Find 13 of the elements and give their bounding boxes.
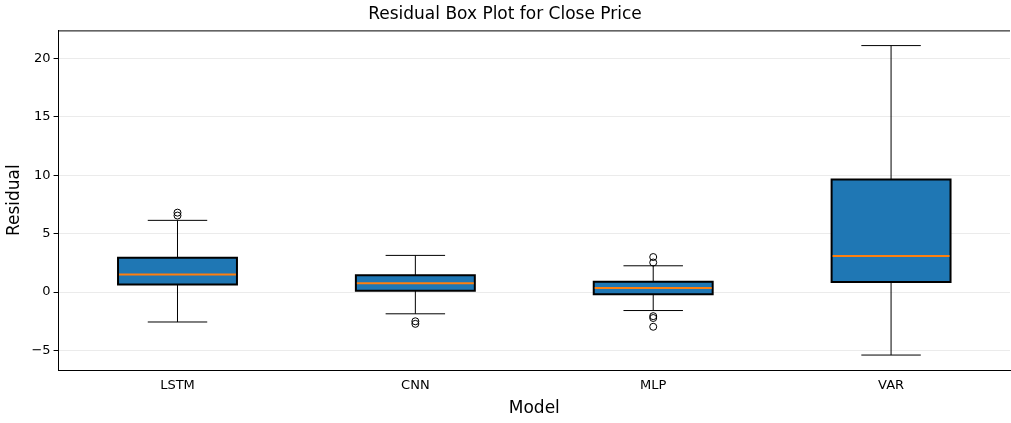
y-tick-label: 20 <box>34 49 51 65</box>
x-tick-label: VAR <box>878 377 905 393</box>
chart-title: Residual Box Plot for Close Price <box>368 2 642 23</box>
x-axis-title: Model <box>508 397 560 418</box>
x-tick-label: MLP <box>640 377 667 393</box>
y-tick-label: 15 <box>34 108 51 124</box>
y-tick-label: −5 <box>31 341 51 357</box>
y-axis-title: Residual <box>2 164 23 237</box>
x-tick-label: LSTM <box>160 377 195 393</box>
y-tick-label: 5 <box>42 225 51 241</box>
x-tick-label: CNN <box>401 377 430 393</box>
y-tick-label: 0 <box>42 283 51 299</box>
y-tick-label: 10 <box>34 166 51 182</box>
